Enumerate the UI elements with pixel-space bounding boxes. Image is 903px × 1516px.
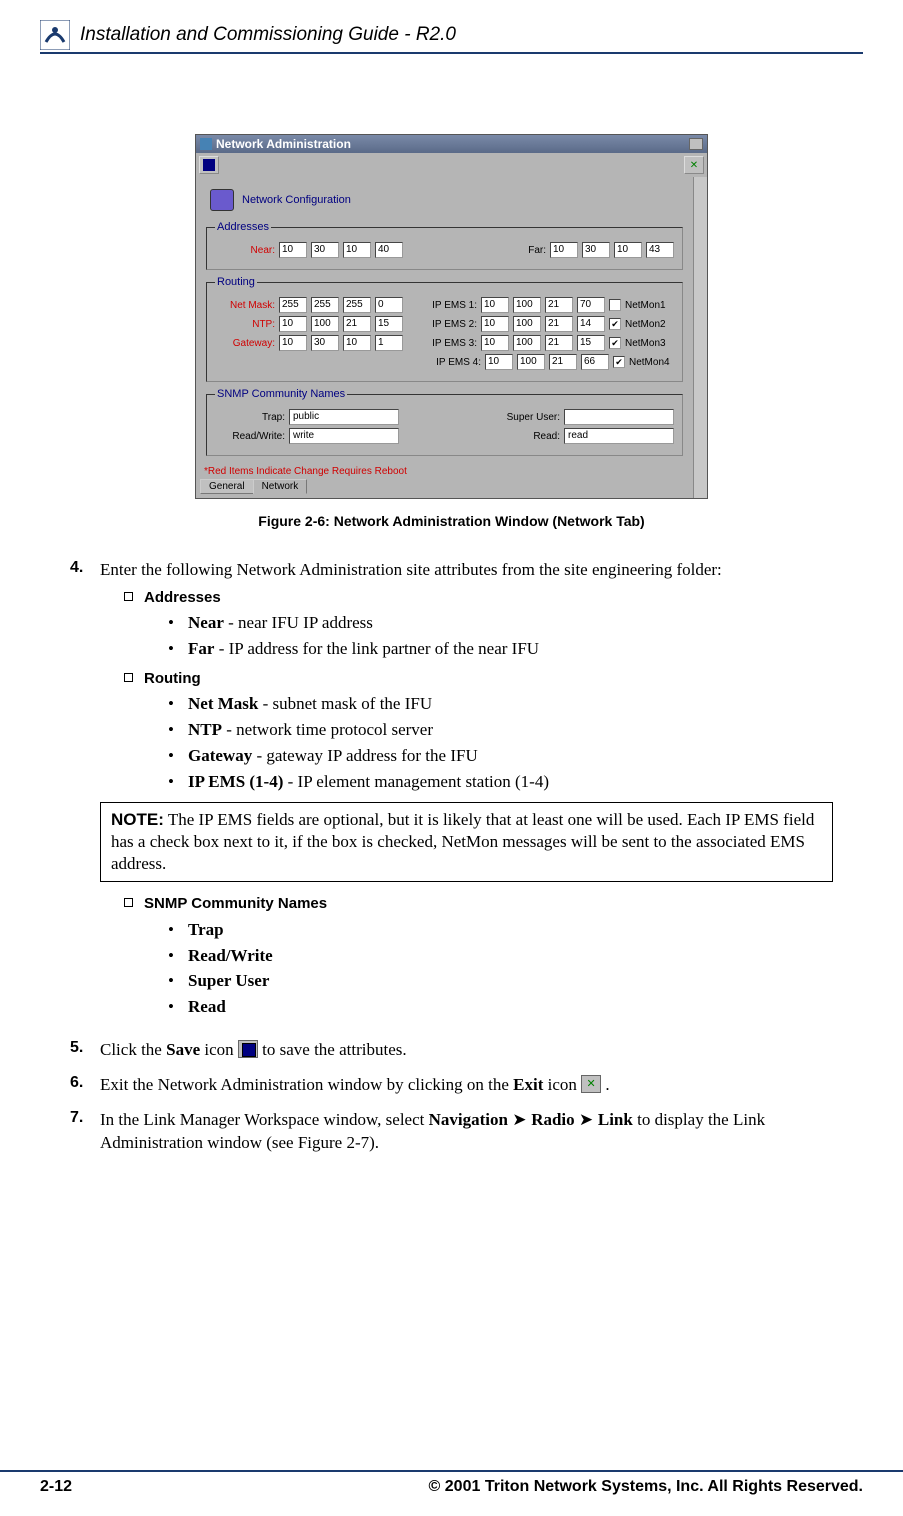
superuser-input[interactable] [564,409,674,425]
exit-inline-icon [581,1075,601,1093]
routing-fieldset: Routing Net Mask: 255 255 255 0 IP EMS 1… [206,276,683,382]
addresses-heading: Addresses Near - near IFU IP address Far… [124,588,833,661]
step-6-num: 6. [70,1074,100,1097]
step-7-num: 7. [70,1109,100,1155]
page-header: Installation and Commissioning Guide - R… [40,20,863,54]
near-ip-2[interactable]: 30 [311,242,339,258]
network-config-heading: Network Configuration [206,183,683,221]
window-icon [200,138,212,150]
far-ip-1[interactable]: 10 [550,242,578,258]
window-titlebar: Network Administration [196,135,707,153]
page-number: 2-12 [40,1478,72,1496]
netmon3-checkbox[interactable] [609,337,621,349]
page-footer: 2-12 © 2001 Triton Network Systems, Inc.… [0,1470,903,1496]
scrollbar[interactable] [693,177,707,498]
netmon2-checkbox[interactable] [609,318,621,330]
tab-general[interactable]: General [200,479,254,494]
near-ip-4[interactable]: 40 [375,242,403,258]
readwrite-input[interactable]: write [289,428,399,444]
far-ip-2[interactable]: 30 [582,242,610,258]
far-ip-3[interactable]: 10 [614,242,642,258]
near-label: Near: [215,245,275,256]
save-inline-icon [238,1040,258,1058]
step-4-text: Enter the following Network Administrati… [100,560,722,579]
config-folder-icon [210,189,234,211]
tab-network[interactable]: Network [253,479,308,494]
figure-caption: Figure 2-6: Network Administration Windo… [70,513,833,529]
step-5-text: Click the Save icon to save the attribut… [100,1039,833,1062]
save-icon[interactable] [199,156,219,174]
far-label: Far: [516,245,546,256]
near-ip-1[interactable]: 10 [279,242,307,258]
snmp-heading: SNMP Community Names Trap Read/Write Sup… [124,894,833,1019]
exit-icon[interactable]: ✕ [684,156,704,174]
network-admin-window: Network Administration ✕ [195,134,708,499]
routing-heading: Routing Net Mask - subnet mask of the IF… [124,669,833,794]
addresses-fieldset: Addresses Near: 10 30 10 40 Far: 10 [206,221,683,270]
note-box: NOTE: The IP EMS fields are optional, bu… [100,802,833,882]
far-ip-4[interactable]: 43 [646,242,674,258]
copyright: © 2001 Triton Network Systems, Inc. All … [429,1478,863,1496]
step-4-num: 4. [70,559,100,1027]
netmon4-checkbox[interactable] [613,356,625,368]
header-title: Installation and Commissioning Guide - R… [80,24,456,46]
company-logo-icon [40,20,70,50]
step-6-text: Exit the Network Administration window b… [100,1074,833,1097]
trap-input[interactable]: public [289,409,399,425]
window-title: Network Administration [216,137,351,151]
window-restore-icon[interactable] [689,138,703,150]
read-input[interactable]: read [564,428,674,444]
reboot-note: *Red Items Indicate Change Requires Rebo… [196,464,693,479]
toolbar: ✕ [196,153,707,177]
near-ip-3[interactable]: 10 [343,242,371,258]
snmp-fieldset: SNMP Community Names Trap: public Super … [206,388,683,456]
netmon1-checkbox[interactable] [609,299,621,311]
step-7-text: In the Link Manager Workspace window, se… [100,1109,833,1155]
step-5-num: 5. [70,1039,100,1062]
